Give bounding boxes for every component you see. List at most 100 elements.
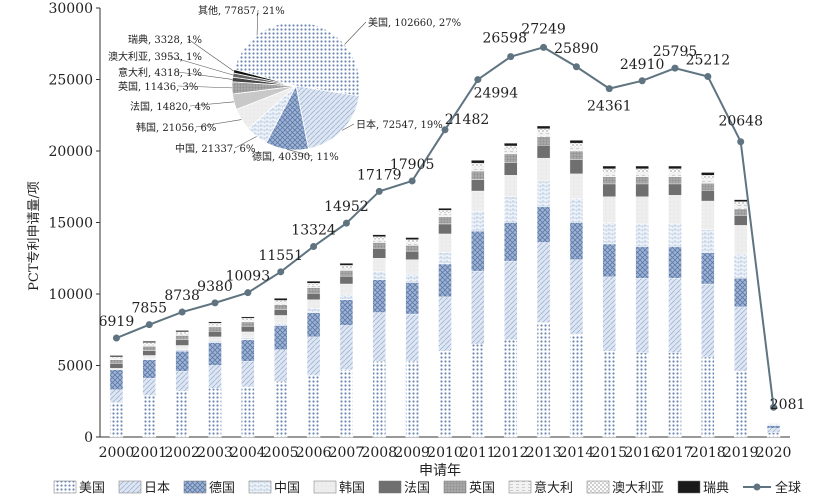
pie-leader-line <box>187 38 234 72</box>
bar-series-1-2011 <box>471 270 485 345</box>
bar-series-1-2015 <box>602 276 616 352</box>
x-tick-label: 2011 <box>460 445 496 461</box>
bar-series-8-2009 <box>405 239 419 243</box>
bar-series-1-2009 <box>405 313 419 362</box>
bar-series-6-2018 <box>701 182 715 191</box>
x-tick-label: 2016 <box>624 445 660 461</box>
bar-series-7-2018 <box>701 178 715 184</box>
bar-series-8-2006 <box>306 283 321 286</box>
global-point <box>408 177 416 185</box>
bar-series-3-2008 <box>372 270 386 280</box>
pie-leader-line <box>342 123 355 131</box>
bar-series-9-2013 <box>536 125 551 130</box>
bar-series-8-2017 <box>668 168 682 173</box>
bar-series-4-2003 <box>208 336 222 342</box>
bar-series-7-2007 <box>339 268 354 271</box>
global-point <box>638 77 646 85</box>
pie-slice-label: 其他, 77857, 21% <box>198 4 285 17</box>
global-point <box>244 289 252 297</box>
x-tick-label: 2001 <box>131 445 167 461</box>
global-value-label: 9380 <box>197 279 233 295</box>
global-value-label: 24910 <box>620 57 665 73</box>
bar-series-5-2002 <box>175 339 189 346</box>
global-value-label: 25890 <box>554 41 599 57</box>
y-tick-label: 20000 <box>48 144 93 160</box>
bar-series-7-2004 <box>241 320 255 323</box>
bar-series-2-2011 <box>471 230 485 272</box>
legend-label-series-4: 韩国 <box>339 481 365 496</box>
pie-slice-label: 德国, 40390, 11% <box>252 150 339 163</box>
bar-series-6-2003 <box>208 326 222 332</box>
bar-series-3-2004 <box>241 337 255 340</box>
bar-series-5-2013 <box>536 145 551 159</box>
bar-series-4-2005 <box>274 315 288 323</box>
bar-series-6-2005 <box>274 304 288 310</box>
bar-series-5-2001 <box>142 350 156 356</box>
global-point <box>145 321 153 329</box>
global-value-label: 13324 <box>291 222 336 238</box>
bar-series-1-2020 <box>766 428 781 433</box>
pie-leader-line <box>286 149 313 157</box>
bar-series-3-2018 <box>701 229 715 253</box>
global-point <box>704 72 712 80</box>
bar-series-9-2001 <box>142 340 156 343</box>
bar-series-0-2015 <box>602 351 616 438</box>
pie-slice-10 <box>233 21 297 87</box>
legend-label-series-0: 美国 <box>79 481 105 496</box>
bar-series-1-2012 <box>504 260 518 340</box>
global-point <box>474 76 482 84</box>
bar-series-4-2001 <box>142 355 156 359</box>
bar-series-4-2015 <box>602 196 616 223</box>
bar-series-7-2016 <box>635 172 649 177</box>
bar-series-0-2010 <box>438 351 452 438</box>
bar-series-7-2011 <box>471 166 485 172</box>
bar-series-7-2010 <box>438 213 452 217</box>
bar-series-2-2002 <box>175 351 189 372</box>
bar-series-1-2010 <box>438 296 452 352</box>
bar-series-6-2015 <box>602 176 616 185</box>
bar-series-3-2019 <box>734 253 748 279</box>
global-point <box>441 126 449 134</box>
bar-series-4-2014 <box>569 173 584 199</box>
bar-series-1-2016 <box>635 278 649 353</box>
bar-series-1-2014 <box>569 259 584 335</box>
bar-series-5-2009 <box>405 250 419 260</box>
global-point <box>737 138 745 146</box>
bar-series-9-2014 <box>569 140 584 144</box>
x-tick-label: 2018 <box>690 445 726 461</box>
global-point <box>310 242 318 250</box>
bar-series-9-2003 <box>208 321 222 324</box>
bar-series-0-2000 <box>109 402 124 438</box>
pie-slice-0 <box>295 21 361 97</box>
bar-series-2-2016 <box>635 246 649 279</box>
pie-leader-line <box>177 85 233 89</box>
bar-series-5-2016 <box>635 183 649 197</box>
legend-swatch-series-5 <box>378 480 402 494</box>
y-tick-label: 0 <box>84 430 93 446</box>
bar-series-5-2014 <box>569 159 584 175</box>
pie-slice-label: 中国, 21337, 6% <box>175 142 255 155</box>
bar-series-0-2016 <box>635 352 649 438</box>
bar-series-9-2000 <box>109 355 124 358</box>
bar-series-6-2013 <box>536 136 551 146</box>
bar-series-4-2002 <box>175 345 189 350</box>
bar-series-1-2019 <box>734 306 748 372</box>
bar-series-2-2017 <box>668 246 682 279</box>
global-value-label: 8738 <box>164 288 200 304</box>
pie-chart: 美国, 102660, 27% 日本, 72547, 19% 德国, 40390, … <box>108 4 461 163</box>
bar-series-2-2010 <box>438 263 452 298</box>
bar-series-5-2011 <box>471 179 485 192</box>
bar-series-3-2017 <box>668 223 682 248</box>
bar-series-4-2018 <box>701 200 715 230</box>
bar-series-1-2003 <box>208 365 222 389</box>
global-point <box>375 187 383 195</box>
x-tick-label: 2008 <box>361 445 397 461</box>
bar-series-6-2016 <box>635 176 649 185</box>
legend-label-series-6: 英国 <box>469 481 495 496</box>
bar-series-7-2013 <box>536 132 551 137</box>
y-tick-label: 10000 <box>48 287 93 303</box>
pie-leader-line <box>256 9 259 36</box>
bar-series-4-2012 <box>504 175 518 197</box>
global-value-label: 2081 <box>770 397 806 413</box>
